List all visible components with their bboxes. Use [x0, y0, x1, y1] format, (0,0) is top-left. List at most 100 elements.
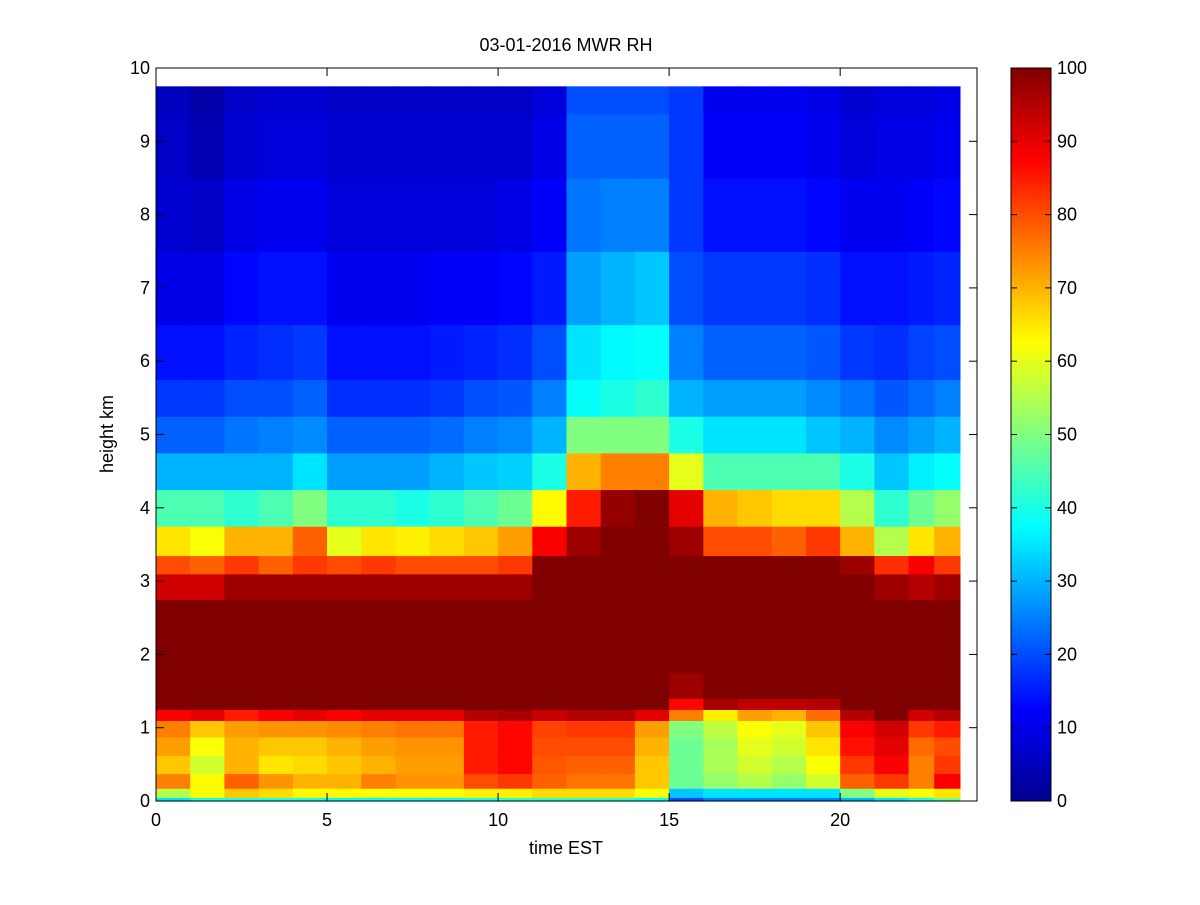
- heatmap-cell: [463, 709, 499, 721]
- heatmap-cell: [224, 555, 260, 575]
- heatmap-cell: [258, 555, 294, 575]
- heatmap-cell: [840, 773, 875, 789]
- heatmap-cell: [327, 452, 362, 491]
- heatmap-cell: [908, 113, 935, 179]
- heatmap-cell: [361, 773, 397, 789]
- heatmap-cell: [669, 672, 704, 699]
- chart-title: 03-01-2016 MWR RH: [479, 35, 652, 55]
- heatmap-cell: [327, 672, 362, 699]
- heatmap-cell: [703, 636, 739, 674]
- heatmap-cell: [292, 177, 328, 252]
- heatmap-cell: [634, 379, 670, 417]
- heatmap-cell: [600, 698, 636, 710]
- y-tick-label: 1: [140, 718, 150, 738]
- heatmap-cell: [292, 788, 328, 798]
- colorbar-tick-label: 100: [1057, 58, 1087, 78]
- heatmap-cell: [361, 489, 397, 527]
- heatmap-cell: [532, 452, 568, 491]
- heatmap-cell: [669, 379, 704, 417]
- heatmap-cell: [874, 773, 910, 789]
- heatmap-cell: [566, 573, 602, 601]
- heatmap-cell: [190, 113, 226, 179]
- y-axis-ticks: 0 1 2 3 4 5 6 7 8 9 10: [130, 58, 977, 811]
- heatmap-cell: [634, 251, 670, 326]
- heatmap-cell: [669, 416, 704, 454]
- heatmap-cell: [498, 526, 533, 557]
- heatmap-cell: [840, 797, 875, 802]
- heatmap-cell: [258, 698, 294, 710]
- heatmap-cell: [292, 773, 328, 789]
- colorbar-ticks: 0 10 20 30 40 50 60 70 80 90 100: [1011, 58, 1087, 811]
- heatmap-cell: [840, 489, 875, 527]
- heatmap-cell: [258, 526, 294, 557]
- heatmap-cell: [566, 489, 602, 527]
- heatmap-cell: [258, 177, 294, 252]
- heatmap-cell: [934, 755, 961, 775]
- heatmap-cell: [156, 720, 191, 738]
- heatmap-cell: [805, 324, 841, 381]
- heatmap-cell: [874, 416, 910, 454]
- y-tick-label: 9: [140, 131, 150, 151]
- heatmap-cell: [429, 86, 465, 115]
- heatmap-cell: [600, 555, 636, 575]
- heatmap-cell: [566, 177, 602, 252]
- heatmap-cell: [805, 788, 841, 798]
- heatmap-cell: [292, 251, 328, 326]
- heatmap-cell: [840, 599, 875, 637]
- heatmap-cell: [669, 599, 704, 637]
- heatmap-cell: [874, 797, 910, 802]
- heatmap-cell: [600, 526, 636, 557]
- heatmap-cell: [190, 720, 226, 738]
- heatmap-cell: [224, 573, 260, 601]
- heatmap-cell: [771, 555, 807, 575]
- heatmap-cell: [566, 416, 602, 454]
- heatmap-cell: [669, 636, 704, 674]
- heatmap-cell: [566, 452, 602, 491]
- heatmap-cell: [934, 720, 961, 738]
- heatmap-cell: [361, 452, 397, 491]
- heatmap-cell: [634, 755, 670, 775]
- heatmap-cell: [703, 788, 739, 798]
- heatmap-cell: [361, 788, 397, 798]
- heatmap-cell: [190, 672, 226, 699]
- heatmap-cell: [934, 636, 961, 674]
- heatmap-cell: [805, 573, 841, 601]
- y-tick-label: 5: [140, 425, 150, 445]
- heatmap-cell: [600, 452, 636, 491]
- y-tick-label: 6: [140, 351, 150, 371]
- heatmap-cell: [737, 251, 773, 326]
- heatmap-cell: [429, 755, 465, 775]
- heatmap-cell: [600, 489, 636, 527]
- y-tick-label: 2: [140, 644, 150, 664]
- heatmap-cell: [934, 113, 961, 179]
- heatmap-cell: [327, 526, 362, 557]
- heatmap-cell: [634, 599, 670, 637]
- heatmap-cell: [908, 698, 935, 710]
- heatmap-cell: [532, 113, 568, 179]
- heatmap-cell: [771, 698, 807, 710]
- heatmap-cell: [840, 526, 875, 557]
- heatmap-cell: [908, 773, 935, 789]
- heatmap-cell: [771, 755, 807, 775]
- heatmap-cell: [361, 555, 397, 575]
- heatmap-cell: [737, 709, 773, 721]
- heatmap-cell: [224, 86, 260, 115]
- heatmap-cell: [156, 113, 191, 179]
- heatmap-cell: [429, 555, 465, 575]
- heatmap-cell: [840, 86, 875, 115]
- heatmap-cell: [805, 636, 841, 674]
- heatmap-cell: [292, 797, 328, 802]
- heatmap-cell: [703, 720, 739, 738]
- heatmap-cell: [600, 773, 636, 789]
- heatmap-cell: [327, 599, 362, 637]
- heatmap-cell: [634, 672, 670, 699]
- heatmap-cell: [463, 324, 499, 381]
- heatmap-cell: [634, 773, 670, 789]
- heatmap-cell: [224, 797, 260, 802]
- heatmap-cell: [292, 379, 328, 417]
- heatmap-cell: [771, 113, 807, 179]
- heatmap-cell: [805, 489, 841, 527]
- heatmap-cell: [566, 755, 602, 775]
- heatmap-cell: [737, 489, 773, 527]
- colorbar-tick-label: 30: [1057, 571, 1077, 591]
